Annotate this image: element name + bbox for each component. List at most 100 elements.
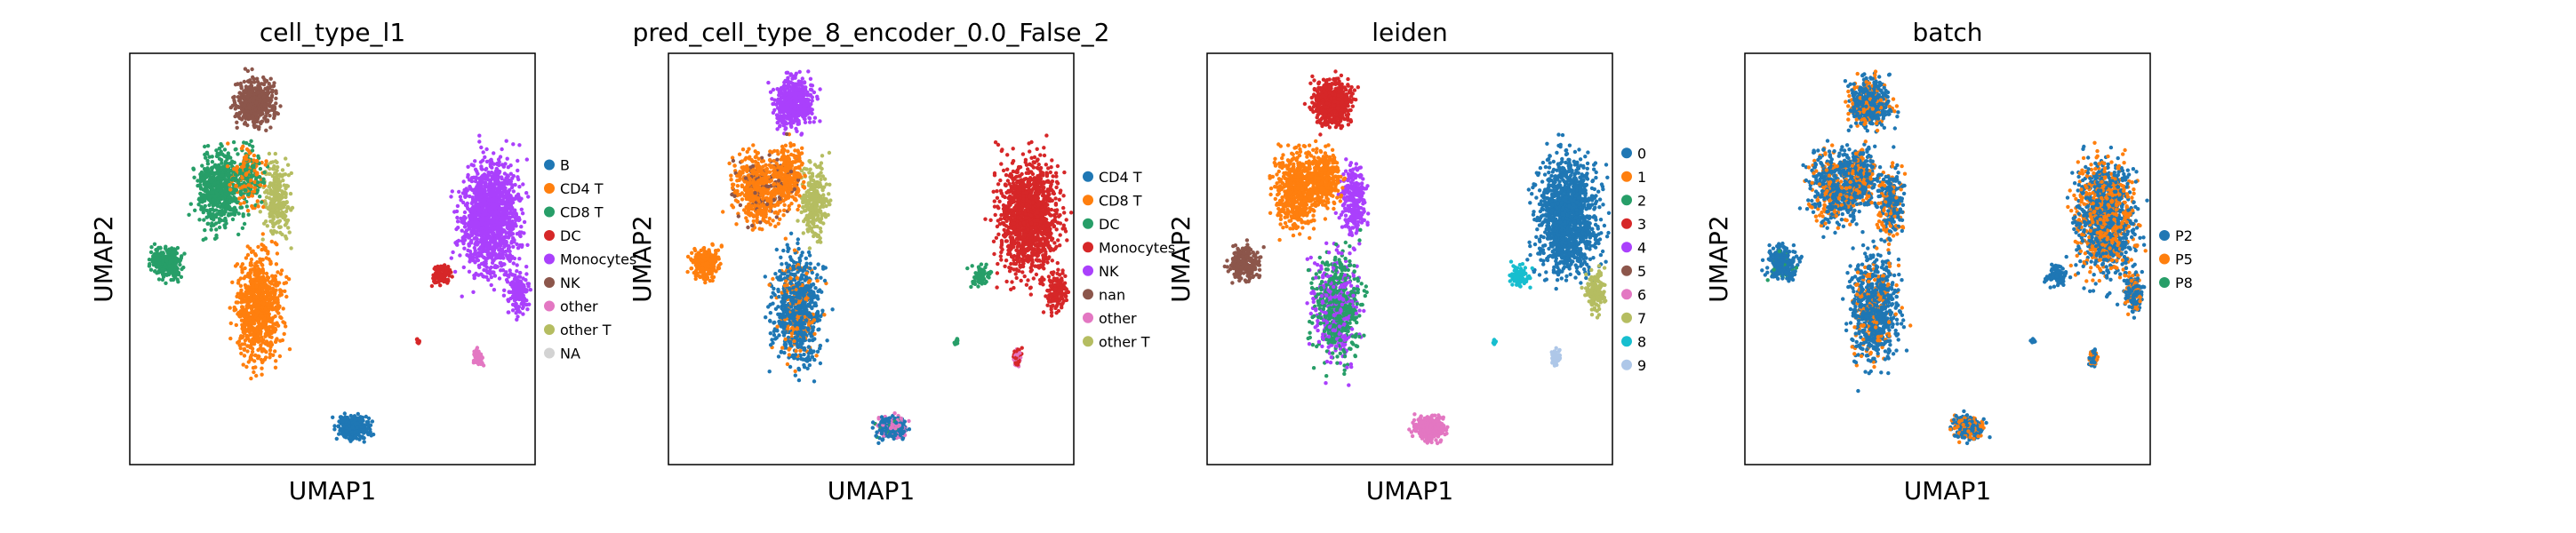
scatter-point	[247, 213, 251, 217]
scatter-point	[491, 259, 494, 262]
scatter-point	[204, 204, 207, 208]
scatter-point	[463, 195, 467, 198]
legend-label: DC	[560, 227, 581, 244]
scatter-point	[499, 268, 502, 272]
scatter-point	[268, 295, 272, 298]
scatter-point	[497, 226, 500, 229]
scatter-point	[244, 157, 248, 161]
scatter-point	[492, 177, 495, 180]
scatter-point	[512, 282, 516, 285]
scatter-point	[214, 227, 218, 231]
scatter-point	[262, 171, 266, 174]
scatter-point	[227, 151, 230, 155]
scatter-point	[284, 172, 287, 176]
scatter-point	[332, 424, 336, 427]
scatter-point	[243, 314, 246, 317]
scatter-point	[490, 190, 493, 194]
scatter-point	[499, 247, 502, 251]
scatter-point	[766, 81, 770, 84]
scatter-point	[278, 231, 282, 235]
scatter-point	[236, 311, 240, 314]
scatter-point	[205, 151, 209, 155]
scatter-point	[205, 216, 209, 219]
scatter-point	[261, 321, 265, 324]
scatter-point	[514, 216, 517, 219]
scatter-point	[232, 167, 236, 171]
scatter-point	[244, 321, 248, 324]
scatter-point	[514, 302, 517, 306]
scatter-point	[502, 195, 506, 198]
scatter-point	[473, 159, 476, 163]
scatter-point	[275, 337, 278, 340]
scatter-point	[223, 226, 227, 229]
scatter-point	[283, 332, 286, 336]
scatter-point	[520, 243, 524, 247]
scatter-point	[474, 219, 477, 222]
scatter-point	[490, 266, 493, 269]
scatter-point	[475, 236, 478, 240]
scatter-point	[268, 125, 272, 129]
scatter-point	[224, 221, 228, 225]
scatter-point	[358, 419, 362, 423]
scatter-point	[255, 172, 259, 176]
scatter-point	[525, 307, 529, 311]
scatter-point	[502, 235, 506, 239]
scatter-point	[524, 272, 528, 275]
scatter-point	[230, 281, 234, 284]
scatter-point	[273, 330, 276, 333]
scatter-point	[485, 160, 489, 163]
scatter-point	[228, 183, 231, 187]
scatter-point	[480, 213, 484, 217]
scatter-point	[276, 165, 279, 169]
scatter-point	[512, 189, 516, 193]
scatter-point	[156, 258, 160, 261]
scatter-point	[172, 254, 176, 258]
scatter-point	[261, 178, 265, 181]
scatter-point	[236, 233, 240, 236]
scatter-point	[277, 225, 281, 228]
scatter-point	[259, 339, 262, 343]
scatter-point	[492, 151, 495, 155]
scatter-point	[155, 265, 158, 268]
legend-marker	[544, 254, 555, 265]
scatter-point	[507, 175, 510, 179]
scatter-point	[489, 164, 492, 168]
scatter-point	[517, 285, 521, 289]
scatter-point	[472, 163, 476, 167]
scatter-point	[236, 300, 239, 304]
scatter-point	[203, 189, 206, 193]
scatter-point	[180, 267, 183, 271]
scatter-point	[174, 259, 178, 262]
scatter-point	[226, 164, 229, 168]
scatter-point	[207, 195, 211, 198]
scatter-point	[483, 188, 486, 192]
scatter-point	[259, 86, 262, 90]
scatter-point	[364, 415, 368, 418]
scatter-point	[513, 222, 516, 226]
scatter-point	[492, 288, 496, 291]
scatter-point	[358, 434, 362, 438]
scatter-point	[501, 262, 505, 266]
scatter-point	[471, 204, 475, 208]
scatter-point	[215, 203, 219, 207]
scatter-point	[462, 179, 466, 183]
scatter-point	[770, 97, 773, 100]
scatter-point	[331, 416, 334, 419]
scatter-point	[226, 141, 229, 145]
scatter-point	[148, 258, 151, 261]
scatter-point	[342, 425, 346, 428]
scatter-point	[492, 232, 495, 235]
scatter-point	[168, 260, 172, 264]
scatter-point	[354, 434, 357, 438]
scatter-point	[288, 230, 292, 234]
scatter-point	[500, 147, 503, 151]
scatter-point	[348, 435, 352, 439]
scatter-point	[813, 116, 817, 120]
scatter-point	[236, 281, 240, 284]
scatter-point	[256, 188, 260, 192]
scatter-point	[244, 172, 248, 176]
scatter-point	[273, 177, 276, 180]
scatter-point	[264, 332, 268, 336]
scatter-point	[436, 266, 440, 269]
scatter-point	[435, 272, 438, 275]
